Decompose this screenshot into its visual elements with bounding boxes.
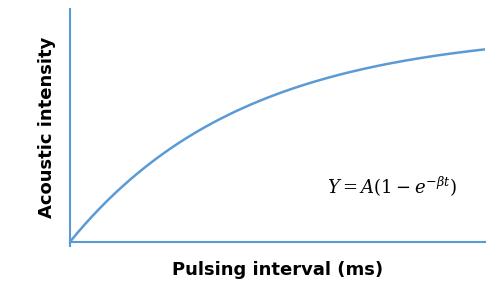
- Y-axis label: Acoustic intensity: Acoustic intensity: [38, 37, 56, 218]
- Text: $Y = A(1 - e^{-\beta t})$: $Y = A(1 - e^{-\beta t})$: [328, 175, 457, 199]
- X-axis label: Pulsing interval (ms): Pulsing interval (ms): [172, 261, 383, 279]
